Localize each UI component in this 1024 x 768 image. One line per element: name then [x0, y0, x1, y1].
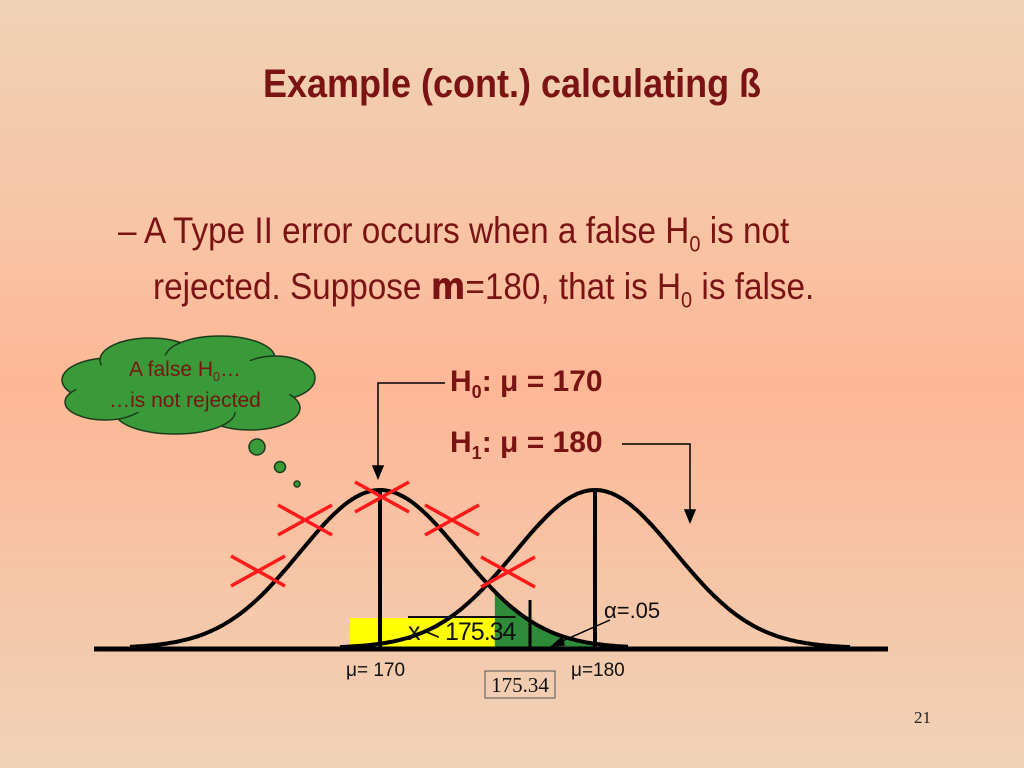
x-mark — [480, 555, 536, 589]
thought-cloud — [61, 335, 316, 488]
x-mark — [424, 503, 480, 537]
x-marks — [230, 480, 536, 589]
x-mark — [354, 480, 410, 514]
alpha-label: α=.05 — [604, 598, 661, 623]
x-mark — [230, 554, 286, 588]
page-number: 21 — [914, 708, 931, 727]
bullet-line-1: – A Type II error occurs when a false H0… — [118, 210, 790, 257]
slide-title: Example (cont.) calculating ß — [262, 62, 762, 106]
region-label: x < 175.34 — [408, 618, 516, 646]
mu0-label: μ= 170 — [346, 660, 406, 681]
x-mark — [277, 503, 333, 537]
h1-label: H1: μ = 180 — [450, 426, 603, 463]
mu1-label: μ=180 — [571, 660, 625, 681]
bullet-line-2: rejected. Suppose m=180, that is H0 is f… — [153, 265, 815, 313]
cloud-text: A false H0… …is not rejected — [109, 358, 261, 413]
h0-label: H0: μ = 170 — [450, 365, 603, 402]
alpha-region — [494, 591, 595, 648]
critical-value-box — [484, 670, 556, 699]
critical-value-label: 175.34 — [491, 673, 549, 697]
mu-symbol: m — [430, 265, 466, 308]
arrows — [371, 382, 697, 647]
